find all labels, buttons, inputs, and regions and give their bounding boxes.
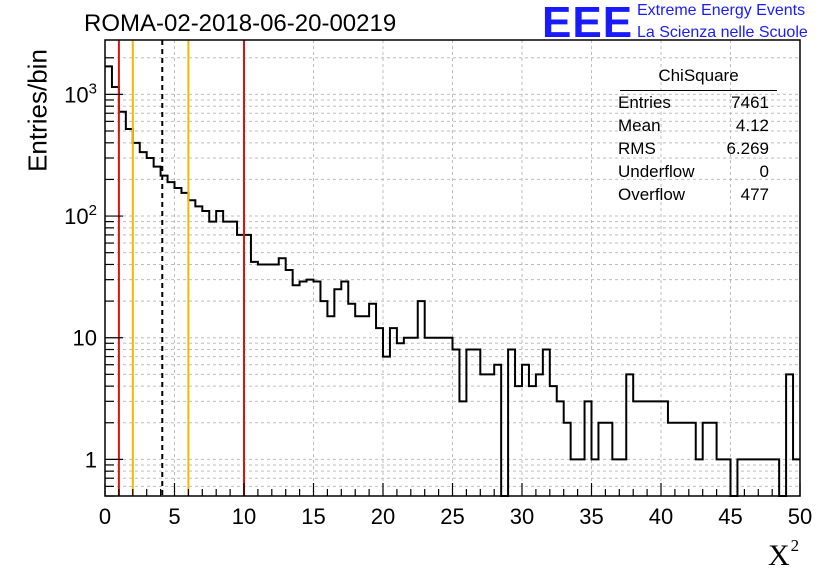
stats-row: RMS 6.269 bbox=[612, 137, 777, 160]
x-tick-label: 30 bbox=[510, 504, 534, 529]
stats-row: Underflow 0 bbox=[612, 160, 777, 183]
run-title: ROMA-02-2018-06-20-00219 bbox=[84, 10, 397, 37]
stats-row: Entries 7461 bbox=[612, 91, 777, 114]
y-axis-label: Entries/bin bbox=[22, 49, 53, 172]
y-tick-label: 1 bbox=[85, 447, 97, 472]
logo-caption-line2: La Scienza nelle Scuole bbox=[637, 24, 808, 41]
y-tick-label: 102 bbox=[64, 202, 97, 229]
x-tick-label: 45 bbox=[718, 504, 742, 529]
y-tick-label: 10 bbox=[73, 326, 97, 351]
histogram-outline bbox=[105, 65, 800, 497]
x-axis-label: X2 bbox=[768, 536, 800, 572]
eee-logo: EEE bbox=[542, 0, 634, 47]
stats-title: ChiSquare bbox=[620, 66, 777, 91]
x-tick-label: 50 bbox=[788, 504, 812, 529]
stats-label: Underflow bbox=[618, 162, 695, 181]
logo-caption-line1: Extreme Energy Events bbox=[637, 2, 806, 19]
stats-value: 6.269 bbox=[726, 139, 769, 158]
stats-value: 7461 bbox=[731, 93, 769, 112]
stats-label: RMS bbox=[618, 139, 656, 158]
stats-value: 4.12 bbox=[735, 116, 769, 135]
stats-label: Entries bbox=[618, 93, 671, 112]
y-tick-label: 103 bbox=[64, 80, 97, 107]
x-tick-label: 5 bbox=[168, 504, 180, 529]
stats-label: Overflow bbox=[618, 185, 686, 204]
x-tick-label: 35 bbox=[579, 504, 603, 529]
stats-label: Mean bbox=[618, 116, 661, 135]
stats-value: 477 bbox=[740, 185, 769, 204]
stats-row: Mean 4.12 bbox=[612, 114, 777, 137]
stats-row: Overflow 477 bbox=[612, 183, 777, 206]
x-tick-label: 15 bbox=[301, 504, 325, 529]
x-tick-label: 20 bbox=[371, 504, 395, 529]
stats-value: 0 bbox=[759, 162, 769, 181]
x-tick-label: 10 bbox=[232, 504, 256, 529]
x-tick-label: 25 bbox=[440, 504, 464, 529]
x-tick-label: 0 bbox=[99, 504, 111, 529]
x-tick-label: 40 bbox=[649, 504, 673, 529]
stats-box: ChiSquare Entries 7461 Mean 4.12 RMS 6.269 … bbox=[612, 66, 777, 206]
